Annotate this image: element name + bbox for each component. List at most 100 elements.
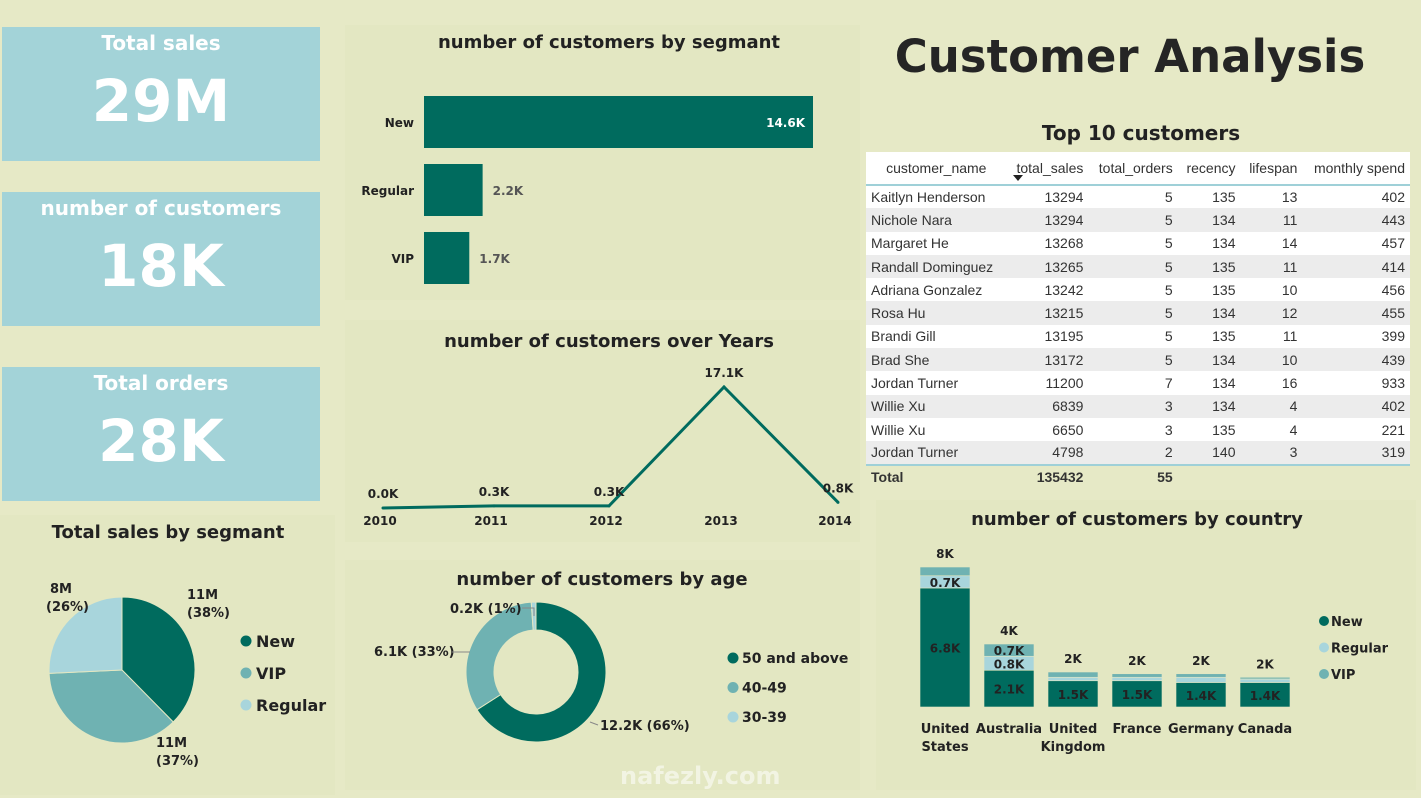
table-cell: 5 [1088,185,1178,209]
total-cell: Total [871,469,904,486]
table-row[interactable]: Adriana Gonzalez 13242 5 135 10 456 [866,278,1410,302]
x-tick-label: Germany [1168,722,1234,737]
table-row[interactable]: Willie Xu 6839 3 134 4 402 [866,394,1410,418]
sort-desc-icon[interactable] [1013,175,1023,181]
table-cell: 13294 [1006,208,1089,232]
x-tick-label: Canada [1238,722,1292,737]
table-row[interactable]: Kaitlyn Henderson 13294 5 135 13 402 [866,185,1410,209]
donut-slice [530,601,537,631]
table-row[interactable]: Nichole Nara 13294 5 134 11 443 [866,208,1410,232]
legend-marker [240,699,252,711]
data-label: 17.1K [705,366,745,380]
x-tick-label: 2010 [363,514,396,528]
data-label: 1.5K [1122,688,1153,702]
table-row[interactable]: Willie Xu 6650 3 135 4 221 [866,417,1410,442]
table-cell: 414 [1302,254,1410,279]
legend-marker [727,711,739,723]
table-cell: 455 [1302,301,1410,325]
table-cell: 3 [1240,441,1303,466]
table-cell: 399 [1302,324,1410,349]
table-cell: Brandi Gill [866,324,1007,349]
table-cell: 457 [1302,231,1410,255]
kpi-label: Total sales [101,31,221,55]
table-cell: 11 [1240,324,1303,349]
data-label: 1.7K [479,252,510,266]
column-header[interactable]: customer_name [866,152,1007,186]
table-row[interactable]: Brandi Gill 13195 5 135 11 399 [866,324,1410,349]
data-label: 0.8K [823,481,854,495]
table-cell: 13268 [1006,231,1089,255]
bar-new [1175,682,1227,708]
pie-slice [48,596,123,674]
table-cell: 13195 [1006,324,1089,349]
data-label: 12.2K (66%) [600,719,690,734]
x-tick-label: United [921,722,970,737]
leader-line [522,607,535,616]
data-label: 8M [50,582,72,597]
table-cell: 13215 [1006,301,1089,325]
data-label: 14.6K [766,116,806,130]
table-row[interactable]: Brad She 13172 5 134 10 439 [866,348,1410,372]
legend-label: 30-39 [742,710,787,726]
table-cell: Kaitlyn Henderson [866,185,1007,209]
bar-vip [983,643,1035,657]
column-header[interactable]: monthly spend [1302,152,1410,186]
column-header[interactable]: lifespan [1240,152,1303,186]
total-label: 8K [936,547,954,561]
legend-label: New [1331,615,1363,630]
page-title: Customer Analysis [894,30,1366,83]
category-label: New [385,116,414,130]
table-row[interactable]: Jordan Turner 4798 2 140 3 319 [866,441,1410,466]
table-row[interactable]: Rosa Hu 13215 5 134 12 455 [866,301,1410,325]
data-label: 0.8K [994,657,1025,671]
column-header[interactable]: total_orders [1088,152,1178,186]
table-cell: 10 [1240,278,1303,302]
bar-vip [424,232,470,284]
total-label: 2K [1064,652,1082,666]
data-label: (38%) [187,606,230,621]
table-cell: 5 [1088,231,1178,255]
data-label: 0.2K (1%) [450,602,522,617]
table-cell: 135 [1177,324,1241,349]
table-row[interactable]: Margaret He 13268 5 134 14 457 [866,231,1410,255]
table-row[interactable]: Jordan Turner 11200 7 134 16 933 [866,371,1410,395]
table-cell: 456 [1302,278,1410,302]
column-header[interactable]: recency [1177,152,1241,186]
table-cell: 11 [1240,254,1303,279]
table-cell: 5 [1088,301,1178,325]
total-row: Total 135432 55 [866,465,1410,489]
donut-slice [476,601,607,743]
table-cell: 439 [1302,348,1410,372]
table-cell: 3 [1088,417,1178,442]
data-label: 1.4K [1186,689,1217,703]
table-cell: 10 [1240,348,1303,372]
total-label: 2K [1192,654,1210,668]
data-point [722,385,726,389]
table-cell: 13294 [1006,185,1089,209]
kpi-label: Total orders [93,371,229,395]
table-cell: 13 [1240,185,1303,209]
data-point [492,504,496,508]
bar-regular [1111,676,1163,682]
table-cell: 4 [1240,394,1303,418]
data-label: 11M [187,588,218,603]
table-cell: Jordan Turner [866,371,1007,395]
category-label: Regular [361,184,414,198]
top-customers-table: customer_name total_sales total_orders rece… [866,152,1410,489]
table-cell: 134 [1177,301,1241,325]
legend-label: Regular [256,696,326,715]
legend-marker [240,635,252,647]
kpi-value: 18K [98,232,224,300]
data-label: 0.3K [479,485,510,499]
table-cell: 135 [1177,254,1241,279]
table-cell: 134 [1177,348,1241,372]
x-tick-label: 2011 [474,514,507,528]
legend-marker [240,667,252,679]
table-row[interactable]: Randall Dominguez 13265 5 135 11 414 [866,254,1410,279]
kpi-value: 28K [98,407,224,475]
data-label: 2.2K [493,184,524,198]
data-point [381,506,385,510]
pie-slice [121,596,196,723]
data-label: (26%) [46,600,89,615]
table-cell: Willie Xu [866,417,1007,442]
